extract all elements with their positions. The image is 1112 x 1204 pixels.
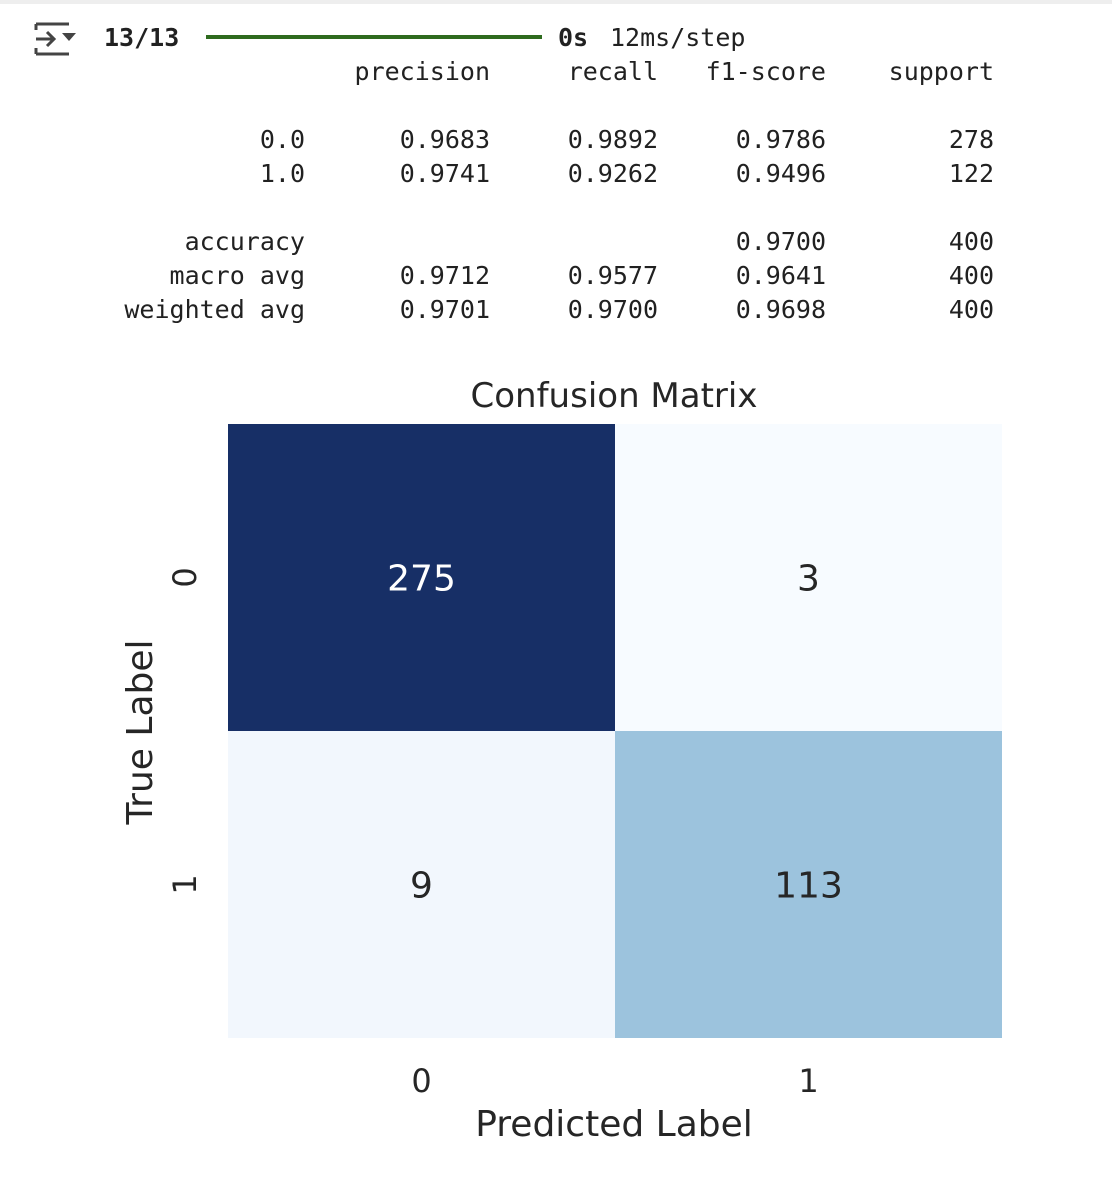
row-precision: 0.9712 (399, 261, 490, 290)
row-label: weighted avg (124, 295, 305, 324)
row-precision: 0.9683 (399, 125, 490, 154)
progress-per-step: 12ms/step (610, 23, 746, 52)
y-tick-label: 0 (166, 567, 204, 587)
y-tick-label: 1 (166, 874, 204, 894)
row-recall: 0.9262 (567, 159, 658, 188)
cell-value-label: 3 (797, 559, 820, 600)
cell-value-label: 113 (774, 866, 843, 907)
header-precision: precision (354, 57, 490, 86)
row-label: macro avg (169, 261, 305, 290)
row-f1: 0.9641 (735, 261, 826, 290)
progress-elapsed: 0s (558, 23, 589, 52)
heatmap-cell (228, 424, 615, 731)
row-f1: 0.9700 (735, 227, 826, 256)
row-f1: 0.9698 (735, 295, 826, 324)
header-recall: recall (567, 57, 658, 86)
chart-title: Confusion Matrix (471, 376, 758, 416)
row-support: 278 (948, 125, 994, 154)
header-support: support (888, 57, 994, 86)
row-support: 400 (948, 295, 994, 324)
row-recall: 0.9700 (567, 295, 658, 324)
row-support: 122 (948, 159, 994, 188)
row-f1: 0.9786 (735, 125, 826, 154)
x-tick-label: 1 (798, 1062, 818, 1100)
row-recall: 0.9577 (567, 261, 658, 290)
row-label: accuracy (184, 227, 305, 256)
row-f1: 0.9496 (735, 159, 826, 188)
heatmap-cell (615, 731, 1002, 1038)
progress-bar (206, 35, 542, 39)
x-tick-label: 0 (411, 1062, 431, 1100)
row-support: 400 (948, 227, 994, 256)
output-toggle-icon[interactable] (33, 21, 79, 57)
row-label: 1.0 (259, 159, 305, 188)
row-support: 400 (948, 261, 994, 290)
row-label: 0.0 (259, 125, 305, 154)
cell-value-label: 9 (410, 866, 433, 907)
cell-value-label: 275 (387, 559, 456, 600)
row-precision: 0.9741 (399, 159, 490, 188)
x-axis-label: Predicted Label (475, 1104, 753, 1145)
row-precision: 0.9701 (399, 295, 490, 324)
cell-top-border (0, 0, 1112, 4)
header-f1-score: f1-score (705, 57, 826, 86)
y-axis-label: True Label (120, 639, 161, 825)
heatmap-cell (228, 731, 615, 1038)
progress-steps: 13/13 (104, 23, 180, 52)
row-recall: 0.9892 (567, 125, 658, 154)
confusion-matrix-chart: Confusion Matrix 275 3 9 113 0 1 0 1 Predicte… (120, 376, 1002, 1145)
heatmap-cell (615, 424, 1002, 731)
